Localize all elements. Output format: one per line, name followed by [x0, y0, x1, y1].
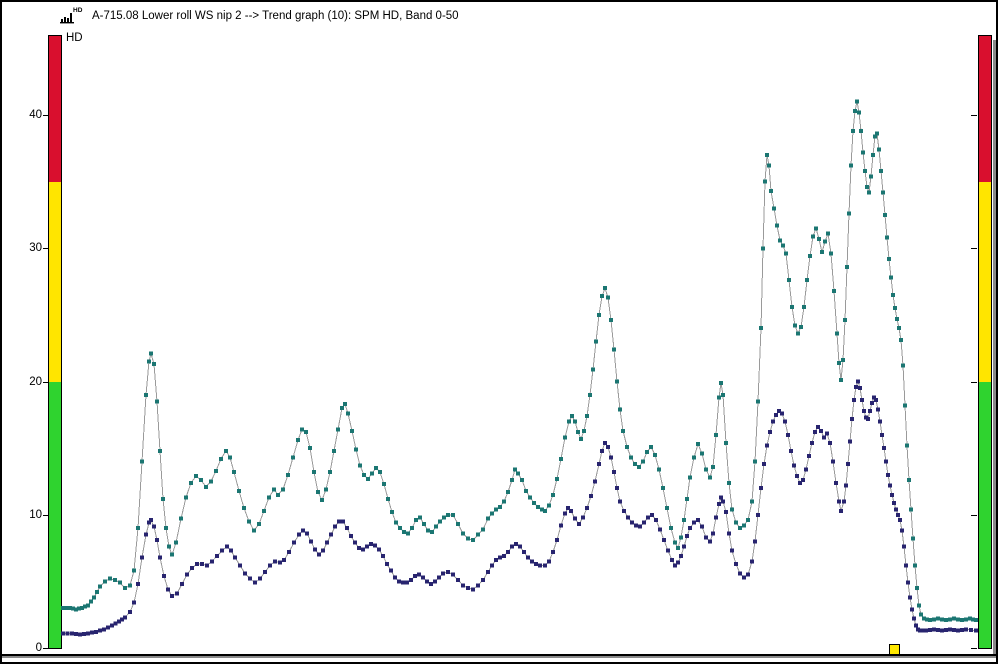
y-tick-mark	[43, 248, 48, 250]
series-lower-markers	[61, 379, 978, 637]
alarm-zone-red-right	[979, 36, 991, 182]
window-title: A-715.08 Lower roll WS nip 2 --> Trend g…	[92, 10, 459, 22]
alarm-zone-red-left	[49, 36, 61, 182]
y-tick-label: 10	[29, 508, 42, 521]
y-tick-mark	[43, 648, 48, 649]
y-tick-mark	[43, 115, 48, 116]
y-tick-label: 30	[29, 242, 42, 255]
alarm-zone-green-right	[979, 381, 991, 648]
y-tick-label: 40	[29, 109, 42, 121]
y-tick-mark	[971, 514, 977, 516]
x-axis-shadow	[2, 656, 996, 658]
x-axis-baseline	[2, 654, 996, 656]
series-lower-line	[63, 379, 977, 636]
y-tick-mark	[971, 115, 977, 116]
alarm-zone-yellow-right	[979, 181, 991, 382]
y-tick-label: 0	[35, 642, 42, 654]
alarm-bar-shadow	[993, 40, 996, 654]
series-upper-markers	[61, 99, 978, 622]
y-tick-mark	[971, 648, 977, 649]
series-upper-line	[63, 101, 977, 621]
time-cursor-marker[interactable]	[889, 644, 900, 655]
alarm-zone-green-left	[49, 381, 61, 648]
y-tick-mark	[971, 248, 977, 250]
window-titlebar: HD A-715.08 Lower roll WS nip 2 --> Tren…	[60, 6, 459, 26]
trend-chart-hd-icon: HD	[60, 6, 86, 25]
y-tick-mark	[43, 381, 48, 383]
y-tick-label: 20	[29, 375, 42, 388]
y-tick-mark	[971, 381, 977, 383]
y-axis-unit-label: HD	[66, 32, 83, 44]
icon-hd-superscript: HD	[73, 6, 83, 14]
y-tick-mark	[43, 514, 48, 516]
alarm-zone-yellow-left	[49, 181, 61, 382]
